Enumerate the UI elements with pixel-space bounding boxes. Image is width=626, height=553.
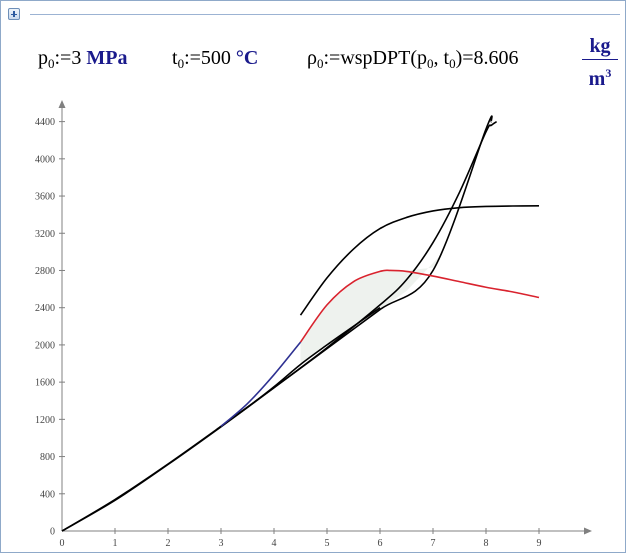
y-tick-label: 2800	[35, 266, 55, 277]
rho0-function: wspDPT	[340, 47, 411, 69]
arg2-subscript: 0	[449, 56, 456, 71]
y-tick-label: 4000	[35, 154, 55, 165]
arg-separator: ,	[433, 47, 444, 69]
series-line-2	[299, 205, 540, 316]
y-tick-label: 400	[40, 489, 55, 500]
series-line-6	[299, 269, 540, 343]
unit-denominator-base: m	[588, 68, 606, 90]
t0-symbol: t	[172, 47, 178, 69]
equation-t0[interactable]: t0:=500 °C	[172, 48, 258, 74]
t0-subscript: 0	[177, 56, 185, 71]
p0-assign: :=	[54, 47, 72, 69]
region-divider	[30, 14, 620, 15]
y-axis-arrow	[58, 100, 66, 108]
p0-unit: MPa	[86, 47, 128, 69]
x-tick-label: 6	[378, 538, 383, 549]
rho0-result: 8.606	[473, 47, 519, 69]
unit-denominator-exponent: 3	[605, 66, 612, 80]
y-tick-label: 4400	[35, 117, 55, 128]
series-line-1	[61, 115, 493, 532]
x-tick-label: 7	[431, 538, 436, 549]
arg1-symbol: p	[417, 47, 428, 69]
series-line-5	[220, 341, 302, 427]
t0-value: 500	[200, 47, 231, 69]
shaded-region	[300, 251, 444, 365]
equation-p0[interactable]: p0:=3 MPa	[38, 48, 127, 74]
series-line-3	[61, 120, 498, 532]
p0-symbol: p	[38, 47, 48, 69]
y-tick-label: 2000	[35, 340, 55, 351]
arg1-subscript: 0	[427, 56, 434, 71]
close-paren: )	[455, 47, 463, 69]
rho0-unit-fraction: kg m3	[582, 35, 618, 90]
rho0-symbol: ρ	[307, 47, 317, 69]
x-tick-label: 0	[60, 538, 65, 549]
rho0-assign: :=	[323, 47, 341, 69]
y-tick-label: 800	[40, 452, 55, 463]
t0-unit: °C	[235, 47, 259, 69]
plus-icon[interactable]	[8, 8, 20, 20]
y-tick-label: 1600	[35, 378, 55, 389]
y-tick-label: 3200	[35, 229, 55, 240]
p0-subscript: 0	[48, 56, 55, 71]
y-tick-label: 1200	[35, 415, 55, 426]
x-tick-label: 9	[537, 538, 542, 549]
equation-rho0[interactable]: ρ0:=wspDPT(p0, t0)=8.606	[307, 48, 519, 74]
p0-value: 3	[71, 47, 82, 69]
x-axis-arrow	[584, 527, 592, 535]
open-paren: (	[410, 47, 418, 69]
x-tick-label: 3	[219, 538, 224, 549]
x-tick-label: 5	[325, 538, 330, 549]
x-tick-label: 8	[484, 538, 489, 549]
rho0-subscript: 0	[316, 56, 324, 71]
x-tick-label: 2	[166, 538, 171, 549]
arg2-symbol: t	[443, 47, 450, 69]
t0-assign: :=	[184, 47, 201, 69]
x-tick-label: 4	[272, 538, 277, 549]
fraction-bar	[582, 59, 618, 60]
x-tick-label: 1	[113, 538, 118, 549]
y-tick-label: 2400	[35, 303, 55, 314]
series-line-4	[220, 307, 381, 427]
unit-numerator: kg	[589, 35, 611, 57]
y-tick-label: 3600	[35, 192, 55, 203]
rho0-equals: =	[462, 47, 474, 69]
y-tick-label: 0	[50, 527, 55, 538]
unit-denominator: m3	[582, 62, 618, 90]
